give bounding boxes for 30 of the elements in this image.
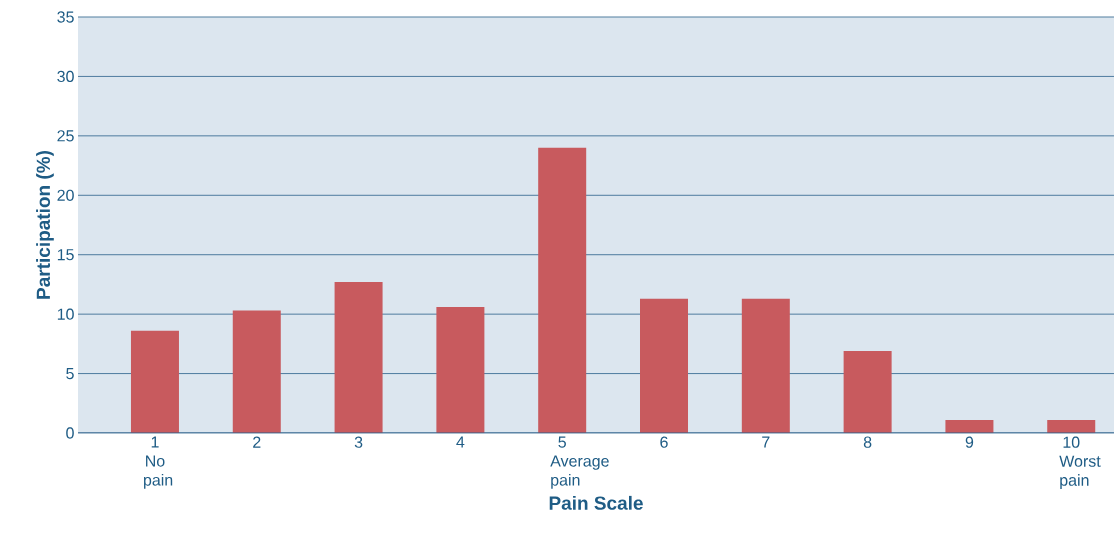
x-tick-label: 7 bbox=[762, 436, 770, 448]
bar bbox=[130, 330, 179, 433]
x-tick-label: 1 No pain bbox=[144, 436, 173, 489]
x-tick-label: 2 bbox=[253, 436, 261, 448]
x-tick-label: 10 Worst pain bbox=[1059, 436, 1101, 490]
x-tick-label: 3 bbox=[354, 436, 363, 448]
y-tick-label: 35 bbox=[57, 11, 74, 23]
x-tick-label: 9 bbox=[965, 436, 974, 448]
x-tick-label: 5 Average pain bbox=[550, 436, 609, 489]
y-tick-label: 25 bbox=[57, 130, 74, 142]
bar bbox=[843, 350, 892, 433]
bar bbox=[538, 147, 587, 433]
y-axis-title: Participation (%) bbox=[36, 151, 54, 299]
x-axis-title: Pain Scale bbox=[549, 495, 643, 510]
y-tick-label: 5 bbox=[66, 367, 74, 380]
y-tick-label: 10 bbox=[57, 308, 74, 320]
x-tick-label: 6 bbox=[660, 436, 668, 448]
bar bbox=[334, 282, 383, 433]
y-tick-label: 20 bbox=[57, 189, 74, 201]
bar bbox=[945, 419, 994, 433]
x-tick-label: 8 bbox=[863, 436, 872, 448]
bar bbox=[640, 298, 689, 433]
y-tick-label: 15 bbox=[57, 249, 74, 261]
y-tick-label: 0 bbox=[66, 427, 74, 439]
bar bbox=[436, 307, 485, 433]
bar bbox=[1047, 419, 1096, 433]
x-tick-label: 4 bbox=[456, 436, 465, 448]
y-tick-label: 30 bbox=[57, 70, 74, 83]
bar bbox=[741, 298, 790, 433]
bar bbox=[232, 310, 281, 433]
